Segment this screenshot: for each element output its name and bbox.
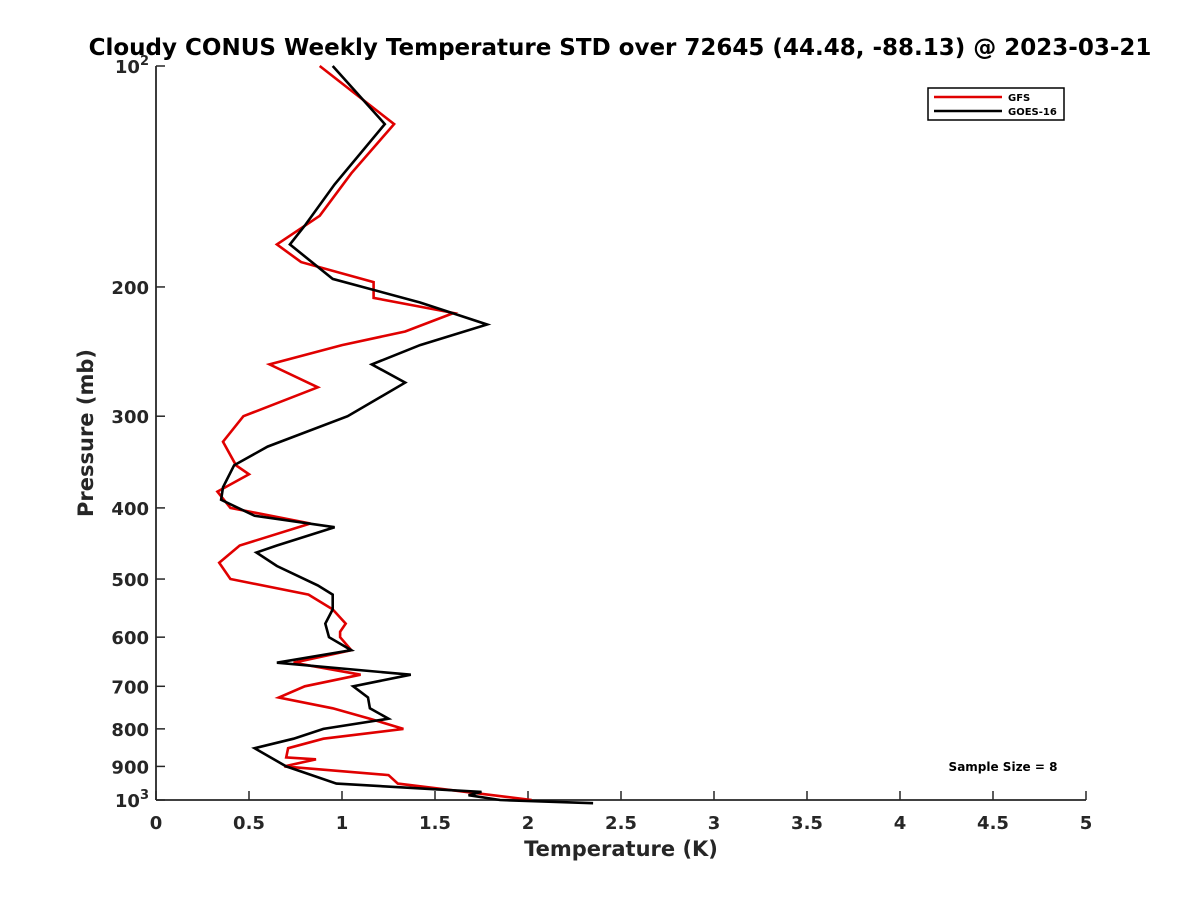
y-tick-label: 600: [111, 628, 149, 649]
sample-size-annotation: Sample Size = 8: [949, 760, 1058, 774]
y-tick-label: 102: [115, 54, 149, 78]
y-tick-label: 400: [111, 499, 149, 520]
legend: GFS GOES-16: [927, 87, 1065, 121]
x-tick-label: 2: [522, 813, 535, 834]
x-axis-ticks: 0 0.5 1 1.5 2 2.5 3 3.5 4 4.5 5: [150, 791, 1093, 834]
legend-label-gfs: GFS: [1008, 93, 1030, 104]
y-tick-label: 500: [111, 570, 149, 591]
x-tick-label: 0: [150, 813, 163, 834]
x-tick-label: 3.5: [791, 813, 823, 834]
series-line-goes16: [219, 65, 594, 805]
x-tick-label: 5: [1080, 813, 1093, 834]
x-tick-label: 0.5: [233, 813, 265, 834]
y-tick-label: 200: [111, 278, 149, 299]
x-tick-label: 1.5: [419, 813, 451, 834]
chart-title: Cloudy CONUS Weekly Temperature STD over…: [89, 35, 1152, 61]
y-axis-ticks: 102 200 300 400 500 600 700 800 900 103: [111, 54, 165, 812]
y-tick-label: 103: [115, 788, 149, 812]
y-tick-label: 900: [111, 757, 149, 778]
y-tick-label: 300: [111, 407, 149, 428]
x-tick-label: 4.5: [977, 813, 1009, 834]
x-tick-label: 4: [894, 813, 907, 834]
y-tick-label: 800: [111, 720, 149, 741]
x-tick-label: 1: [336, 813, 349, 834]
legend-box: [927, 87, 1065, 121]
x-tick-label: 3: [708, 813, 721, 834]
series-layer: [215, 64, 594, 805]
series-line-gfs: [215, 64, 532, 802]
x-axis-label: Temperature (K): [524, 837, 718, 861]
legend-label-goes16: GOES-16: [1008, 107, 1057, 118]
y-axis-label: Pressure (mb): [74, 349, 98, 517]
x-tick-label: 2.5: [605, 813, 637, 834]
y-tick-label: 700: [111, 677, 149, 698]
